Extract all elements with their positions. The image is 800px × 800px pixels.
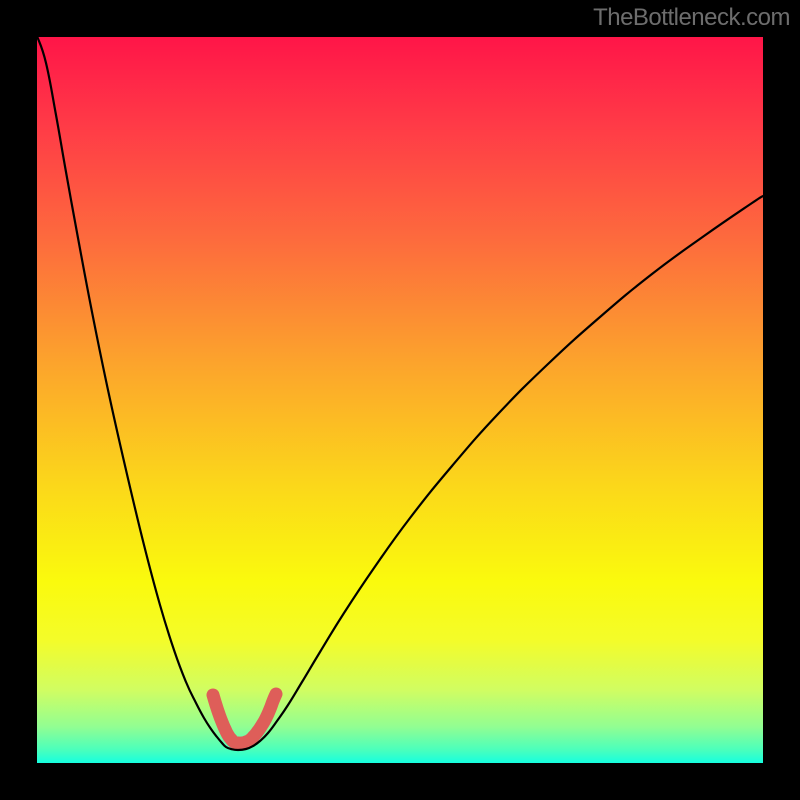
- gradient-background: [37, 37, 763, 763]
- bottleneck-chart: [0, 0, 800, 800]
- watermark-label: TheBottleneck.com: [593, 4, 790, 32]
- chart-canvas: TheBottleneck.com: [0, 0, 800, 800]
